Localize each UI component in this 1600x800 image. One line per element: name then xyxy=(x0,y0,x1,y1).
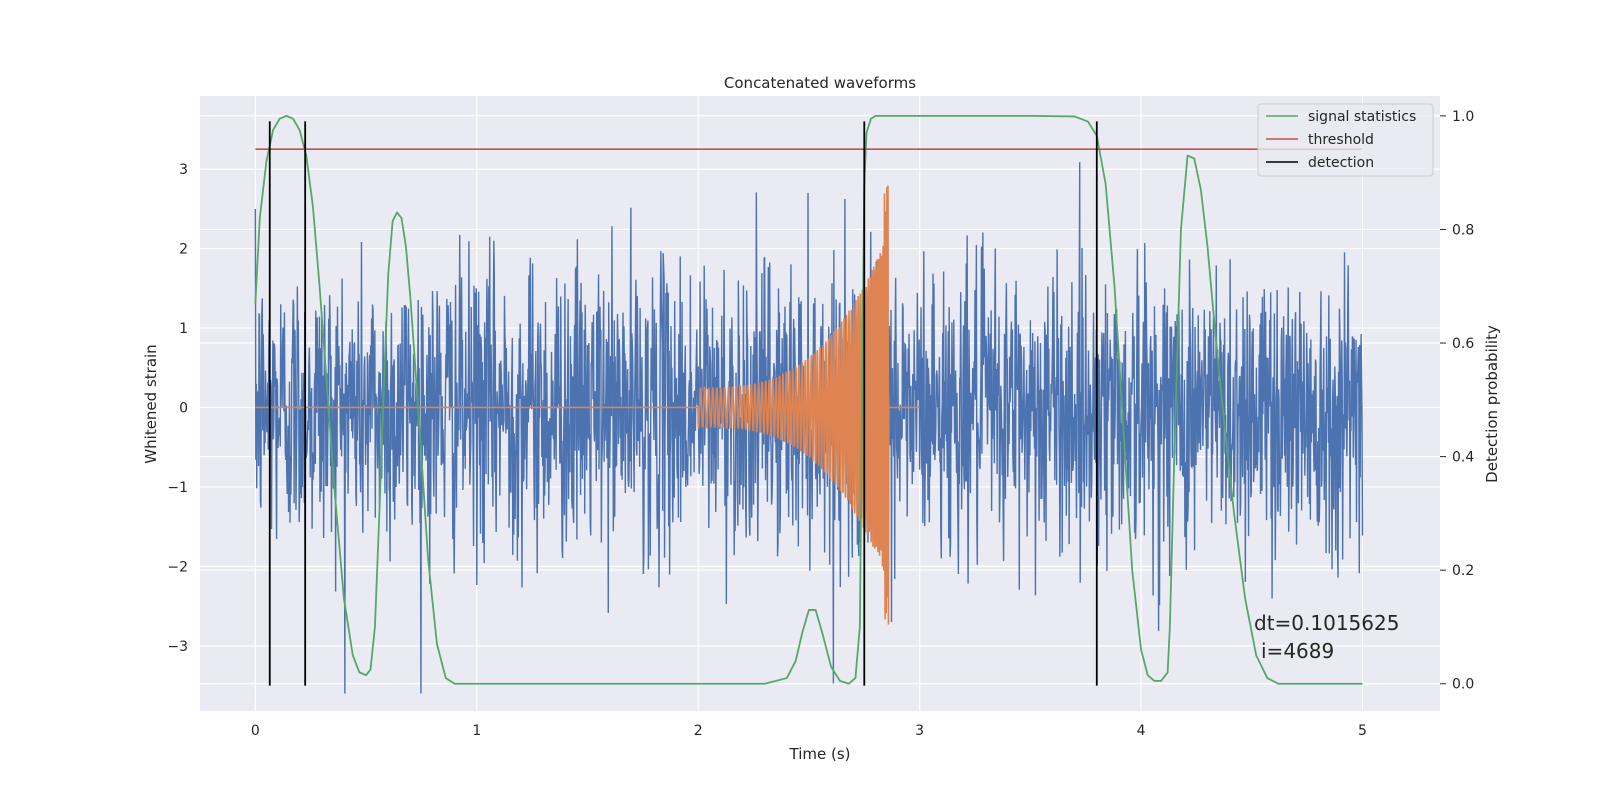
y2-tick-label: 0.8 xyxy=(1452,222,1474,238)
y2-tick-label: 0.0 xyxy=(1452,677,1474,693)
y2-tick-label: 0.6 xyxy=(1452,336,1474,352)
y-tick-label: 2 xyxy=(179,242,188,258)
legend-label-threshold: threshold xyxy=(1308,132,1374,148)
chart-title: Concatenated waveforms xyxy=(724,74,916,92)
y-tick-label: 1 xyxy=(179,321,188,337)
y2-axis-ticks: 0.0 0.2 0.4 0.6 0.8 1.0 xyxy=(1440,109,1474,693)
x-tick-label: 1 xyxy=(472,723,481,739)
legend-label-detection: detection xyxy=(1308,155,1374,171)
x-tick-label: 0 xyxy=(251,723,260,739)
y-tick-label: 0 xyxy=(179,400,188,416)
x-axis-ticks: 0 1 2 3 4 5 xyxy=(251,723,1367,739)
y2-tick-label: 0.2 xyxy=(1452,563,1474,579)
y2-axis-label: Detection probability xyxy=(1483,325,1501,483)
y2-tick-label: 1.0 xyxy=(1452,109,1474,125)
legend-frame xyxy=(1257,103,1434,177)
legend-label-signal-statistics: signal statistics xyxy=(1308,109,1416,125)
chirp-line xyxy=(255,185,920,625)
series-detection xyxy=(268,121,1098,686)
signal-statistics-line xyxy=(254,114,1363,685)
x-tick-label: 3 xyxy=(915,723,924,739)
annotation-i: i=4689 xyxy=(1261,639,1334,663)
series-signal-statistics xyxy=(254,114,1363,685)
y-axis-label: Whitened strain xyxy=(142,344,160,463)
y-tick-label: −2 xyxy=(167,559,188,575)
y-tick-label: −3 xyxy=(167,639,188,655)
x-tick-label: 4 xyxy=(1137,723,1146,739)
y-axis-ticks: −3 −2 −1 0 1 2 3 xyxy=(167,162,188,655)
x-tick-label: 5 xyxy=(1358,723,1367,739)
x-tick-label: 2 xyxy=(694,723,703,739)
legend: signal statistics threshold detection xyxy=(1257,103,1434,177)
x-axis-label: Time (s) xyxy=(789,745,851,763)
y-tick-label: −1 xyxy=(167,480,188,496)
series-chirp xyxy=(255,185,920,625)
annotation-dt: dt=0.1015625 xyxy=(1254,611,1399,635)
y2-tick-label: 0.4 xyxy=(1452,450,1474,466)
plot-content xyxy=(254,114,1364,694)
y-tick-label: 3 xyxy=(179,162,188,178)
